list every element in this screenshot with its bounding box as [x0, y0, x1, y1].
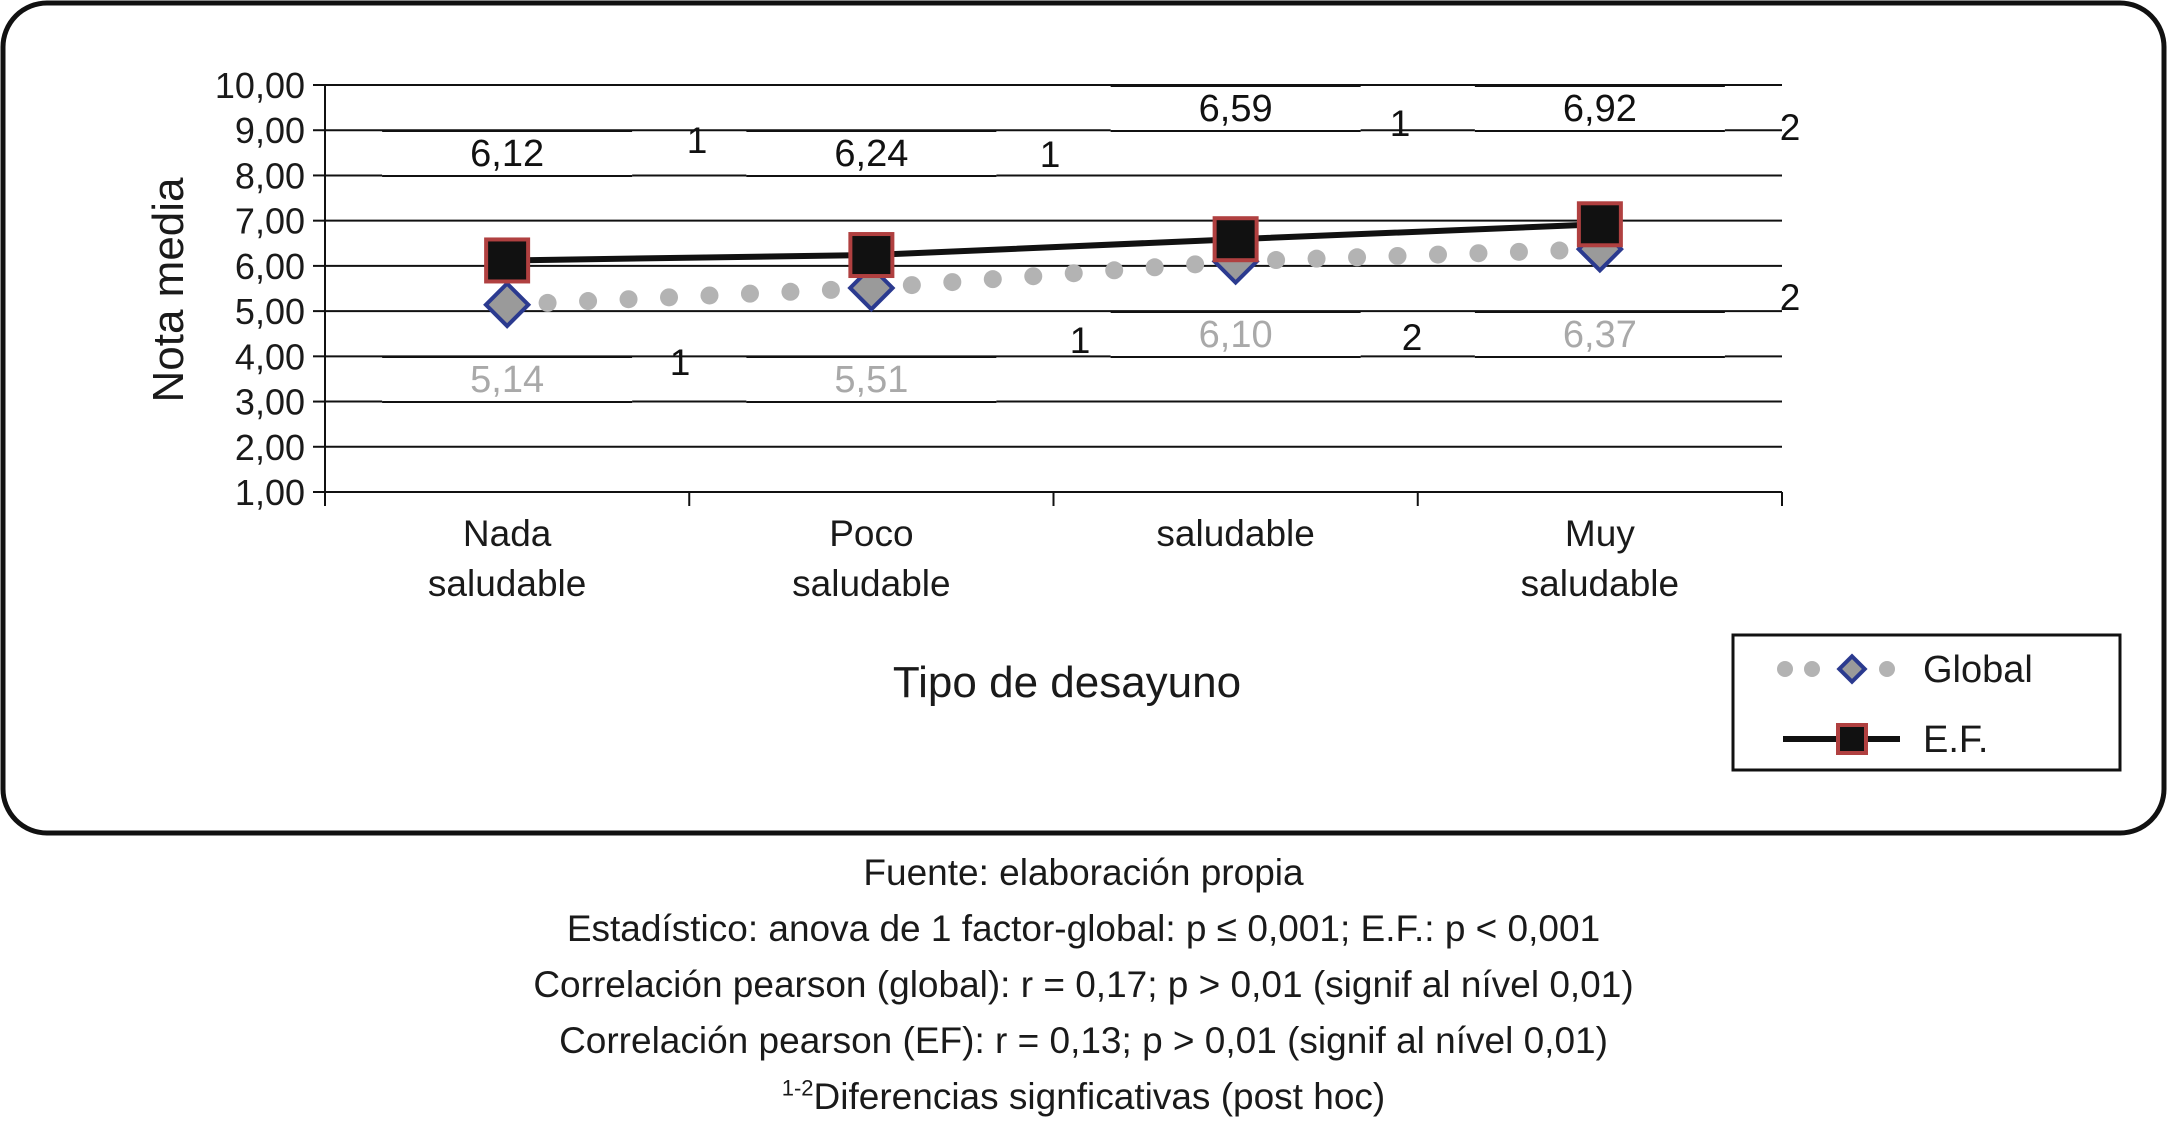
global-data-label: 5,14: [470, 359, 544, 401]
global-line-dot: [1469, 244, 1488, 263]
source-note: Fuente: elaboración propia: [863, 852, 1304, 893]
global-line-dot: [1145, 258, 1164, 277]
ef-point: [1212, 216, 1259, 263]
global-line-dot: [821, 280, 840, 299]
legend-global-label: Global: [1923, 649, 2033, 691]
data-label-box: [382, 357, 633, 402]
significance-mark: 1: [1390, 103, 1411, 144]
global-line-dot: [781, 282, 800, 301]
line-chart: 1,002,003,00 4,005,006,007,00 8,009,0010,0…: [0, 0, 2167, 836]
correlation-ef-note: Correlación pearson (EF): r = 0,13; p > …: [559, 1020, 1608, 1061]
global-line-dot: [1307, 249, 1326, 268]
y-tick-label: 7,00: [235, 201, 305, 242]
chart-notes: Fuente: elaboración propia Estadístico: …: [0, 845, 2167, 1125]
global-line-dot: [983, 270, 1002, 289]
correlation-global-note: Correlación pearson (global): r = 0,17; …: [533, 964, 1634, 1005]
legend: Global E.F.: [1731, 633, 2122, 772]
data-label-box: [746, 357, 997, 402]
significance-text: Diferencias signficativas (post hoc): [813, 1076, 1386, 1117]
global-line-dot: [1105, 261, 1124, 280]
legend-global-dot: [1777, 661, 1793, 677]
global-line-dot: [902, 276, 921, 295]
ef-data-label: 6,59: [1199, 88, 1273, 130]
significance-mark: 1: [687, 120, 708, 161]
global-line-dot: [579, 292, 598, 311]
y-tick-label: 6,00: [235, 246, 305, 287]
x-axis-title: Tipo de desayuno: [893, 658, 1241, 707]
x-category-label: saludable: [1156, 513, 1314, 554]
ef-data-label: 6,24: [834, 133, 908, 175]
data-label-box: [382, 131, 633, 176]
y-tick-label: 9,00: [235, 110, 305, 151]
data-label-box: [1474, 86, 1725, 131]
ef-point: [484, 237, 531, 284]
y-tick-label: 2,00: [235, 427, 305, 468]
y-axis-title: Nota media: [144, 177, 193, 403]
y-tick-label: 5,00: [235, 291, 305, 332]
global-line-dot: [1186, 255, 1205, 274]
ef-data-label: 6,92: [1563, 88, 1637, 130]
significance-mark: 2: [1780, 107, 1801, 148]
global-point: [483, 280, 532, 329]
ef-line: [507, 221, 1600, 264]
global-line-dot: [1024, 267, 1043, 286]
legend-global-dot: [1804, 661, 1820, 677]
significance-mark: 1: [670, 342, 691, 383]
significance-mark: 2: [1402, 317, 1423, 358]
legend-ef-label: E.F.: [1923, 719, 1988, 761]
global-line-dot: [660, 288, 679, 307]
data-label-box: [1474, 312, 1725, 357]
global-line-dot: [619, 290, 638, 309]
chart-frame: 1,00 2,00 3,00 4,00 5,00 6,00 7,00 8,00 9,00 10,0…: [0, 0, 2167, 836]
global-line-dot: [1348, 248, 1367, 267]
significance-mark: 2: [1780, 277, 1801, 318]
y-tick-label: 4,00: [235, 336, 305, 377]
legend-ef-square-icon: [1836, 723, 1868, 755]
significance-note: 1-2Diferencias signficativas (post hoc): [0, 1069, 2167, 1125]
global-line-dot: [943, 273, 962, 292]
global-data-label: 6,37: [1563, 314, 1637, 356]
global-line-dot: [1509, 242, 1528, 261]
global-line-dot: [1064, 264, 1083, 283]
y-tick-label: 1,00: [235, 472, 305, 513]
data-label-box: [1110, 86, 1361, 131]
anova-note: Estadístico: anova de 1 factor-global: p…: [566, 908, 1601, 949]
data-label-box: [1110, 312, 1361, 357]
y-tick-label: 8,00: [235, 155, 305, 196]
global-data-label: 6,10: [1199, 314, 1273, 356]
chart-border: [0, 0, 2167, 836]
global-line-dot: [1428, 245, 1447, 264]
x-category-label: Poco saludable: [792, 513, 950, 604]
global-line-dot: [700, 286, 719, 305]
ef-point: [848, 232, 895, 279]
global-line-dot: [740, 284, 759, 303]
global-line-dot: [1267, 251, 1286, 270]
global-line-dot: [1550, 241, 1569, 260]
ef-data-label: 6,12: [470, 133, 544, 175]
significance-mark: 1: [1040, 134, 1061, 175]
global-line-dot: [538, 293, 557, 312]
x-category-label: Nada saludable: [428, 513, 586, 604]
x-category-label: Muy saludable: [1521, 513, 1679, 604]
data-label-box: [746, 131, 997, 176]
global-data-label: 5,51: [834, 359, 908, 401]
global-line-dot: [1388, 246, 1407, 265]
legend-global-dot: [1879, 661, 1895, 677]
legend-global-diamond-icon: [1836, 653, 1868, 685]
y-tick-label: 3,00: [235, 382, 305, 423]
y-tick-label: 10,00: [215, 65, 305, 106]
significance-mark: 1: [1070, 320, 1091, 361]
significance-superscript: 1-2: [781, 1075, 814, 1101]
ef-point: [1576, 201, 1623, 248]
legend-box: [1731, 633, 2122, 772]
